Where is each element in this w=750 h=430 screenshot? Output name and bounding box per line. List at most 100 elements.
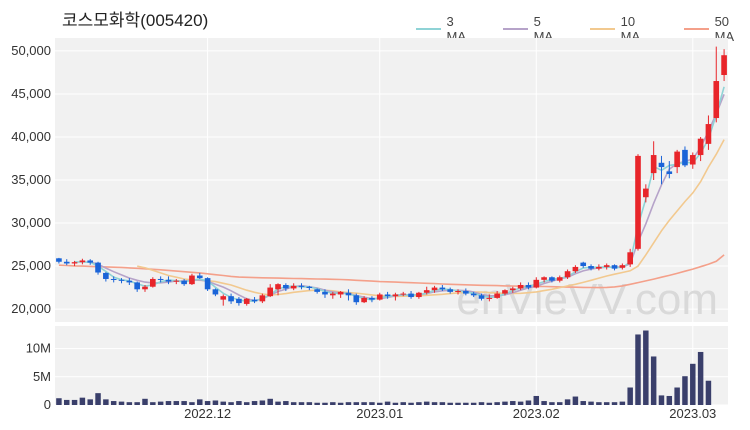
candle-body [165,279,172,282]
volume-bar [682,376,688,405]
candle-body [126,280,133,283]
ma-line-10ma [137,139,725,298]
candle-body [361,297,367,303]
volume-bar [455,402,461,405]
volume-bar [212,400,219,405]
candle-body [173,280,180,282]
volume-bar [705,380,712,405]
candle-body [650,155,657,174]
volume-bar [134,402,140,405]
candle-body [658,162,665,168]
candle-body [56,258,62,262]
candle-body [509,288,516,291]
candle-body [384,294,391,297]
volume-bar [643,330,649,405]
candle-body [674,151,680,168]
legend: 3 MA 5 MA 10 MA 50 MA [416,14,750,44]
candle-body [517,284,524,289]
volume-bar [87,399,93,405]
legend-swatch [684,28,709,30]
volume-bar [361,402,367,405]
candle-body [337,291,344,295]
candle-body [713,81,720,119]
volume-bar [345,402,352,405]
candle-body [603,265,610,267]
volume-bar [423,401,430,405]
candle-body [689,155,696,165]
volume-bar [118,401,125,405]
volume-bar [314,402,320,405]
candle-body [408,293,414,298]
candle-body [110,278,117,280]
candle-body [705,124,712,144]
volume-bar [439,402,446,405]
volume-bar [197,399,203,405]
chart-title: 코스모화학(005420) [62,11,209,30]
volume-bar [353,402,360,405]
volume-bar [377,402,383,405]
y-tick-label: 30,000 [11,215,51,230]
volume-bar [251,401,258,405]
volume-bar [275,401,281,405]
watermark: enVieVV.com [456,275,718,324]
volume-bar [95,393,101,405]
candle-body [619,265,626,268]
candle-body [666,171,673,174]
volume-bar [666,395,673,405]
volume-bar [596,402,602,405]
volume-bar [259,400,266,405]
candle-body [549,277,555,281]
candle-body [322,291,328,295]
volume-bar [697,351,704,405]
candle-body [298,285,305,287]
y-tick-label: 20,000 [11,301,51,316]
candle-body [494,293,500,298]
volume-bar [470,402,477,405]
y-tick-label: 45,000 [11,86,51,101]
candle-body [478,295,485,299]
candle-body [400,293,407,295]
candle-body [596,266,602,269]
candle-body [118,279,125,281]
candle-body [439,287,446,290]
volume-bar [142,398,148,405]
candle-body [423,290,430,293]
volume-bar [110,401,117,405]
candle-body [79,260,86,263]
candle-body [369,297,375,300]
volume-bar [674,387,680,405]
volume-bar [243,402,250,405]
volume-bar [337,402,344,405]
candle-body [611,265,618,269]
candle-body [353,295,360,303]
candle-body [470,293,477,296]
candle-body [533,279,540,288]
candle-body [564,271,571,278]
volume-bar [63,399,70,405]
volume-bar [557,402,563,405]
volume-bar [658,395,665,405]
volume-bar [228,402,234,405]
volume-bar [408,402,414,405]
candle-body [157,278,164,280]
volume-bar [650,356,657,405]
volume-bar [79,397,86,405]
volume-bar [298,402,305,405]
candle-body [87,260,94,263]
candle-body [63,261,70,264]
volume-bar [157,401,164,405]
candle-body [181,280,187,285]
candle-body [376,294,383,300]
volume-tick-label: 0 [44,397,51,412]
ma-line-50ma [58,254,725,289]
x-tick-label: 2023.02 [513,406,560,421]
volume-bar [564,399,571,405]
volume-bar [619,401,626,405]
y-tick-label: 40,000 [11,129,51,144]
candle-body [189,275,195,285]
candle-body [212,289,219,295]
candle-body [329,293,336,296]
candle-body [150,278,156,287]
volume-bar [416,402,422,405]
